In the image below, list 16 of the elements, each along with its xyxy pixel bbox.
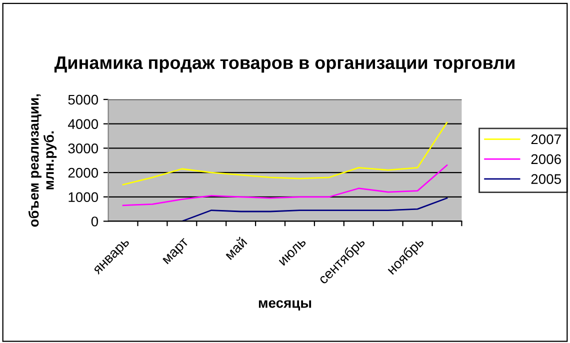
line-series <box>122 122 448 186</box>
legend-label: 2007 <box>531 134 561 144</box>
legend-label: 2006 <box>531 154 561 164</box>
x-axis-title: месяцы <box>258 300 312 310</box>
legend-label: 2005 <box>531 174 561 184</box>
y-tick-label: 1000 <box>68 192 98 202</box>
line-series <box>181 197 448 222</box>
y-tick-label: 5000 <box>68 94 98 105</box>
y-tick-label: 0 <box>91 216 98 226</box>
y-axis-title: объем реализации, млн.руб. <box>28 94 57 227</box>
y-tick-label: 4000 <box>68 119 98 129</box>
y-tick-label: 2000 <box>68 168 98 178</box>
chart-title: Динамика продаж товаров в организации торговли <box>54 56 514 73</box>
line-series <box>122 164 448 206</box>
y-tick-label: 3000 <box>68 144 98 154</box>
x-tick-label: май <box>224 236 248 260</box>
